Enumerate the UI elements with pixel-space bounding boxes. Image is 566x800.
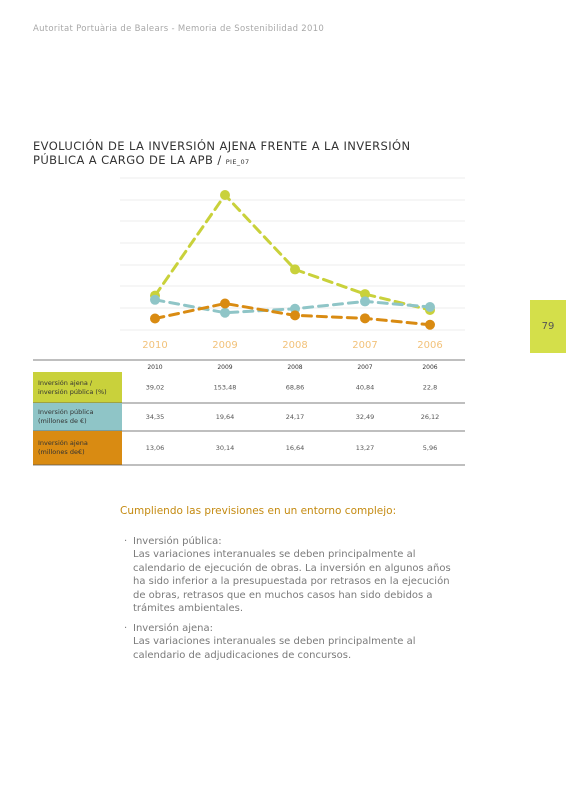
x-tick-label: 2006 [417, 340, 442, 351]
row-label: Inversión pública (millones de €) [38, 408, 94, 425]
row-label-cell [33, 403, 122, 431]
data-point [360, 296, 370, 307]
table-cell: 32,49 [356, 413, 375, 421]
row-label-cell [33, 431, 122, 465]
table-cell: 68,86 [286, 384, 305, 392]
row-label-box: Inversión ajena / inversión pública (%) [38, 378, 107, 396]
table-cell: 34,35 [146, 413, 165, 421]
table-cell: 40,84 [356, 384, 375, 392]
data-point [360, 289, 370, 300]
data-point [220, 298, 230, 309]
row-label: Inversión ajena (millones de€) [38, 439, 88, 456]
table-cell: 13,27 [356, 444, 375, 452]
row-label-box: Inversión pública (millones de €) [38, 408, 94, 425]
x-tick-label: 2009 [212, 340, 237, 351]
data-point [150, 313, 160, 324]
series-line [153, 192, 432, 312]
bullet-title: Inversión ajena: [133, 622, 213, 634]
row-label-box: Inversión ajena (millones de€) [38, 439, 88, 456]
data-point [220, 190, 230, 200]
data-point [290, 264, 300, 275]
data-point [425, 302, 435, 313]
row-label: Inversión ajena / inversión pública (%) [38, 378, 107, 396]
bullet: Inversión pública: Las variaciones intera… [124, 535, 460, 616]
bullet-list: Inversión pública: Las variaciones intera… [120, 535, 460, 663]
table-header: 2010 [147, 364, 162, 371]
data-point [360, 313, 370, 324]
table-cell: 16,64 [286, 444, 305, 452]
chart: 2010 2010 2009 2009 2008 2008 2007 2007 2006 2006… [33, 177, 465, 466]
x-tick-label: 2007 [352, 340, 377, 351]
bullet: Inversión ajena: Las variaciones interanu… [124, 622, 460, 663]
row-label-cell [33, 372, 122, 403]
text-section: Cumpliendo las previsiones en un entorno… [120, 505, 460, 668]
data-point [290, 310, 300, 321]
title-text: EVOLUCIÓN DE LA INVERSIÓN AJENA FRENTE A… [33, 139, 411, 167]
section-heading: Cumpliendo las previsiones en un entorno… [120, 505, 397, 517]
table-cell: 22,8 [423, 384, 437, 392]
data-point [220, 307, 230, 318]
table-cell: 13,06 [146, 444, 165, 452]
table-header: 2006 [422, 364, 437, 371]
table-cell: 24,17 [286, 413, 305, 421]
data-point [150, 294, 160, 305]
table-cell: 26,12 [421, 413, 440, 421]
chart-code: PIE_07 [225, 158, 250, 166]
table-cell: 5,96 [423, 444, 437, 452]
bullet-title: Inversión pública: [133, 535, 222, 547]
table-cell: 153,48 [214, 384, 237, 392]
header: Autoritat Portuària de Balears - Memoria… [33, 24, 325, 34]
table-header: 2009 [217, 364, 232, 371]
table-cell: 19,64 [216, 413, 235, 421]
bullet-text: Las variaciones interanuales se deben pr… [133, 549, 451, 614]
x-tick-label: 2010 [142, 340, 167, 351]
data-point [425, 319, 435, 330]
bullet-text: Las variaciones interanuales se deben pr… [133, 636, 416, 661]
table-cell: 30,14 [216, 444, 235, 452]
x-tick-label: 2008 [282, 340, 307, 351]
table-header: 2007 [357, 364, 372, 371]
chart-title: EVOLUCIÓN DE LA INVERSIÓN AJENA FRENTE A… [33, 139, 453, 169]
page-number: 79 [530, 300, 566, 353]
table-cell: 39,02 [146, 384, 165, 392]
table-header: 2008 [287, 364, 302, 371]
